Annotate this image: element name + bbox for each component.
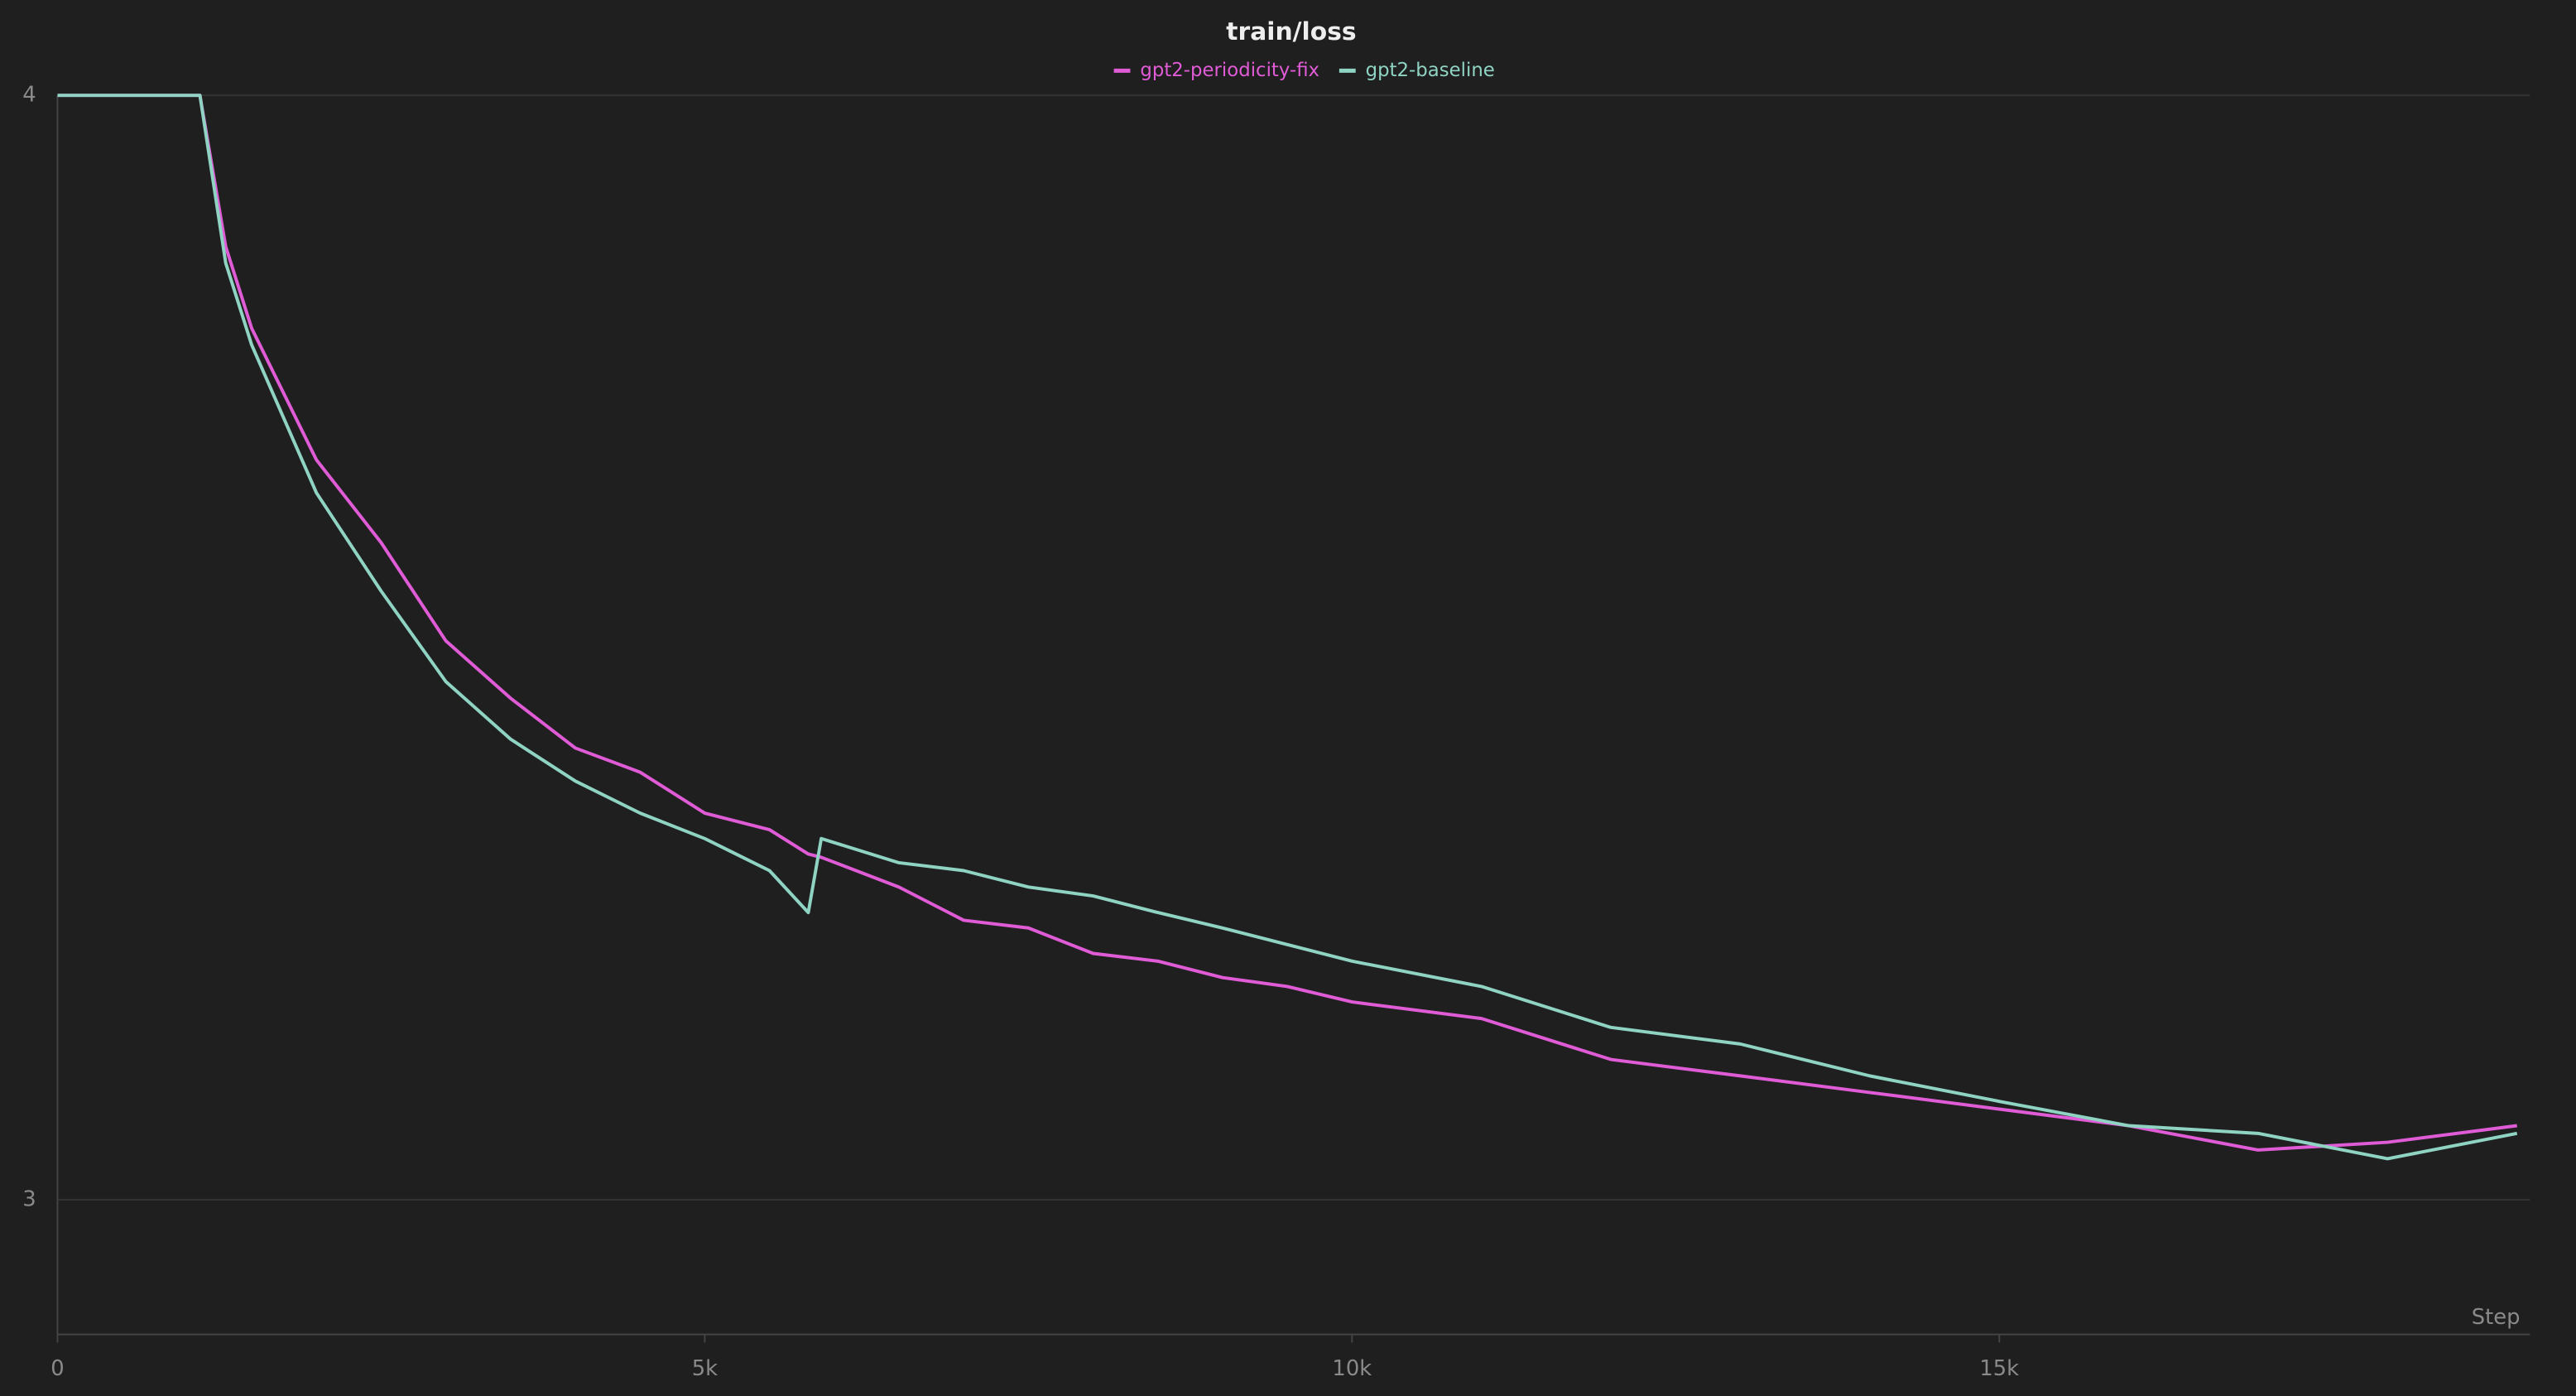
series-line <box>57 94 2518 1161</box>
x-tick-label: 0 <box>50 1356 64 1381</box>
x-tick-label: 10k <box>1332 1356 1372 1381</box>
y-tick-label: 4 <box>22 83 36 108</box>
series-line <box>57 94 2518 1152</box>
x-tick-label: 5k <box>692 1356 718 1381</box>
chart-title: train/loss <box>1226 17 1356 46</box>
x-axis-label: Step <box>2472 1305 2521 1330</box>
x-tick-label: 15k <box>1979 1356 2019 1381</box>
y-tick-label: 3 <box>22 1187 36 1211</box>
plot-area <box>57 94 2518 1161</box>
legend-label: gpt2-periodicity-fix <box>1140 60 1319 81</box>
legend-label: gpt2-baseline <box>1366 60 1495 81</box>
